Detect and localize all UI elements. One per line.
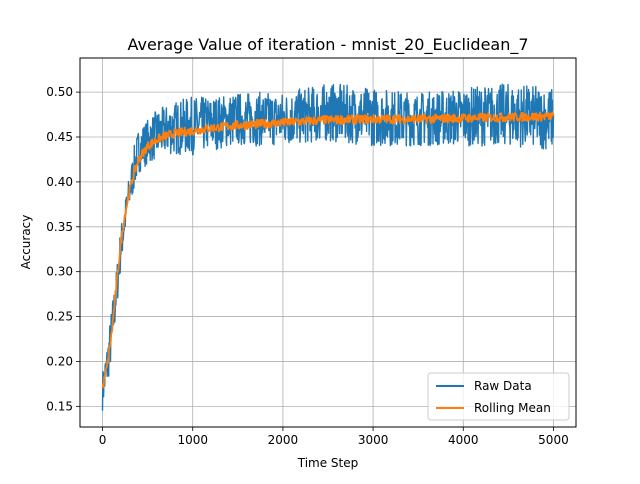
y-tick-label: 0.40	[46, 175, 73, 189]
plot-area	[101, 83, 555, 411]
y-tick-label: 0.20	[46, 354, 73, 368]
x-tick-label: 5000	[538, 433, 569, 447]
x-tick-label: 4000	[448, 433, 479, 447]
x-tick-label: 0	[99, 433, 107, 447]
raw-data-line	[101, 83, 555, 411]
rolling-mean-line	[101, 111, 555, 389]
legend-label-rolling-mean: Rolling Mean	[474, 401, 551, 415]
axis-ticks: 0 1000 2000 3000 4000 5000 0.15 0.20 0.25 0.30 0.3…	[46, 85, 568, 447]
plot-frame	[79, 57, 577, 428]
y-tick-label: 0.15	[46, 399, 73, 413]
y-tick-label: 0.45	[46, 130, 73, 144]
chart-title: Average Value of iteration - mnist_20_Eu…	[127, 35, 528, 55]
x-tick-label: 2000	[268, 433, 299, 447]
x-axis-label: Time Step	[297, 456, 359, 470]
y-tick-label: 0.50	[46, 85, 73, 99]
x-tick-label: 3000	[358, 433, 389, 447]
y-tick-label: 0.25	[46, 310, 73, 324]
y-tick-label: 0.35	[46, 220, 73, 234]
y-axis-label: Accuracy	[19, 215, 33, 270]
x-tick-label: 1000	[177, 433, 208, 447]
legend: Raw Data Rolling Mean	[427, 372, 570, 421]
legend-label-raw-data: Raw Data	[474, 379, 532, 393]
y-tick-label: 0.30	[46, 265, 73, 279]
